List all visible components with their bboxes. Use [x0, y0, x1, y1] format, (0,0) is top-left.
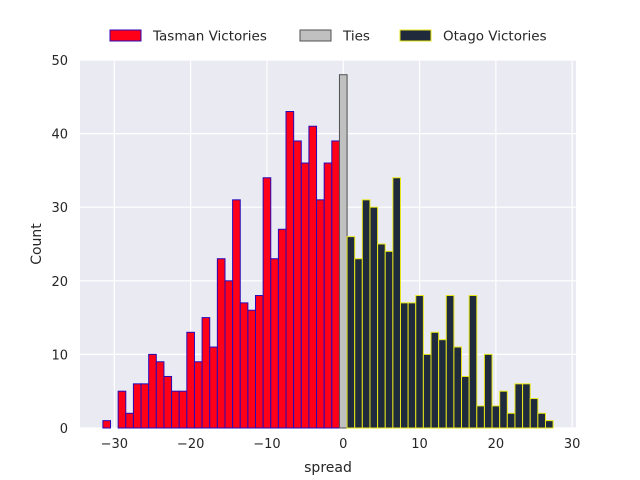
bar	[178, 390, 188, 429]
bar	[148, 353, 157, 429]
bar	[285, 111, 295, 429]
bar	[277, 228, 287, 429]
bar	[232, 199, 241, 429]
y-tick-labels: 0 10 20 30 40 50	[51, 54, 68, 437]
bar	[239, 302, 249, 429]
x-tick-label: 0	[339, 437, 347, 452]
bar	[323, 162, 333, 429]
legend-label: Ties	[342, 29, 370, 45]
bar	[422, 353, 432, 429]
bar	[201, 317, 211, 429]
x-tick-label: −10	[253, 437, 280, 452]
bar	[476, 405, 485, 429]
bar	[155, 361, 165, 429]
legend-label: Otago Victories	[443, 29, 547, 45]
bar	[438, 339, 447, 429]
bar	[522, 383, 531, 429]
legend-entry: Otago Victories	[399, 29, 547, 45]
bar	[514, 383, 524, 429]
bar	[163, 375, 173, 429]
y-tick-label: 20	[51, 275, 68, 290]
bar	[331, 140, 340, 429]
y-tick-label: 0	[60, 422, 68, 437]
legend-swatch	[109, 29, 142, 42]
bar	[293, 140, 302, 429]
y-tick-label: 10	[51, 348, 68, 363]
bar	[415, 295, 424, 429]
legend-entry: Ties	[299, 29, 370, 45]
bar	[316, 199, 325, 429]
bars	[102, 74, 554, 429]
bar	[369, 206, 379, 429]
bar	[247, 309, 257, 429]
bar	[102, 420, 112, 429]
x-tick-label: −30	[101, 437, 128, 452]
bar	[499, 390, 508, 429]
bar	[483, 353, 493, 429]
bar	[125, 412, 134, 429]
bar	[384, 250, 394, 429]
bar	[453, 346, 463, 429]
legend-label: Tasman Victories	[152, 29, 267, 45]
bar	[392, 177, 401, 429]
legend-swatch	[399, 29, 432, 42]
bar	[186, 331, 195, 429]
x-tick-label: 10	[411, 437, 428, 452]
bar	[377, 243, 386, 429]
legend-swatch	[299, 29, 332, 42]
bar	[430, 331, 440, 429]
bar	[537, 412, 546, 429]
bar	[544, 420, 554, 429]
bar	[216, 258, 226, 429]
bar	[529, 398, 539, 429]
x-tick-label: 30	[564, 437, 581, 452]
bar	[270, 258, 279, 429]
bar	[140, 383, 150, 429]
y-tick-label: 50	[51, 54, 68, 69]
bar	[132, 383, 142, 429]
bar	[506, 412, 516, 429]
bar	[346, 236, 356, 429]
bar	[193, 361, 203, 429]
x-tick-label: −20	[177, 437, 204, 452]
x-axis-label: spread	[304, 460, 352, 476]
bar	[224, 280, 234, 429]
x-tick-labels: −30 −20 −10 0 10 20 30	[101, 437, 581, 452]
legend-entry: Tasman Victories	[109, 29, 267, 45]
bar	[171, 390, 180, 429]
bar	[262, 177, 272, 429]
bar	[209, 346, 218, 429]
bar	[461, 375, 470, 429]
bar	[491, 405, 501, 429]
bar	[399, 302, 409, 429]
y-axis-label: Count	[29, 223, 45, 265]
y-tick-label: 30	[51, 201, 68, 216]
bar	[308, 125, 318, 429]
bar	[361, 199, 371, 429]
bar	[445, 295, 455, 429]
bar	[300, 162, 310, 429]
bar	[354, 258, 363, 429]
bar	[117, 390, 127, 429]
y-tick-label: 40	[51, 128, 68, 143]
bar	[255, 295, 264, 429]
bar	[468, 295, 478, 429]
legend: Tasman Victories Ties Otago Victories	[109, 29, 547, 45]
bar	[407, 302, 417, 429]
bar	[338, 74, 348, 429]
x-tick-label: 20	[488, 437, 505, 452]
